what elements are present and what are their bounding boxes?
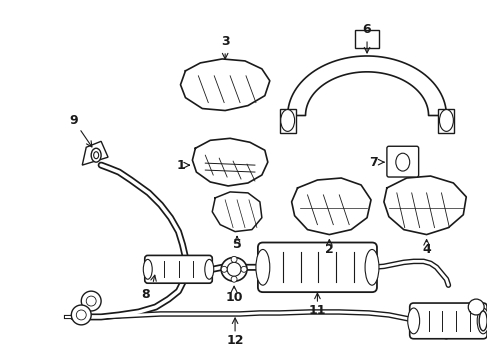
- Circle shape: [231, 256, 237, 262]
- Ellipse shape: [221, 257, 246, 281]
- Ellipse shape: [143, 260, 152, 279]
- Ellipse shape: [204, 260, 213, 279]
- Circle shape: [231, 276, 237, 282]
- Ellipse shape: [476, 308, 488, 334]
- Ellipse shape: [94, 152, 99, 159]
- Circle shape: [241, 266, 246, 272]
- Text: 4: 4: [421, 243, 430, 256]
- Text: 3: 3: [221, 35, 229, 48]
- Polygon shape: [287, 56, 446, 116]
- Polygon shape: [192, 138, 267, 186]
- Ellipse shape: [365, 249, 378, 285]
- Ellipse shape: [226, 262, 241, 276]
- Text: 9: 9: [69, 114, 78, 127]
- Bar: [354, 30, 378, 48]
- Polygon shape: [212, 192, 262, 231]
- Text: 5: 5: [232, 238, 241, 251]
- Polygon shape: [82, 141, 108, 165]
- FancyBboxPatch shape: [144, 255, 212, 283]
- Text: 2: 2: [325, 243, 333, 256]
- Polygon shape: [180, 59, 269, 111]
- Text: 1: 1: [176, 159, 184, 172]
- Text: 10: 10: [225, 291, 243, 303]
- Ellipse shape: [91, 148, 101, 162]
- FancyBboxPatch shape: [386, 146, 418, 177]
- Ellipse shape: [255, 249, 269, 285]
- FancyBboxPatch shape: [257, 243, 376, 292]
- Ellipse shape: [407, 308, 419, 334]
- Text: 6: 6: [362, 23, 370, 36]
- Ellipse shape: [395, 153, 409, 171]
- Text: 12: 12: [226, 334, 244, 347]
- Circle shape: [81, 291, 101, 311]
- Bar: [279, 109, 295, 133]
- Circle shape: [71, 305, 91, 325]
- Text: 11: 11: [308, 305, 325, 318]
- Circle shape: [86, 296, 96, 306]
- Ellipse shape: [439, 109, 452, 131]
- Circle shape: [468, 299, 483, 315]
- FancyBboxPatch shape: [409, 303, 486, 339]
- Polygon shape: [383, 176, 466, 235]
- Circle shape: [76, 310, 86, 320]
- Ellipse shape: [280, 109, 294, 131]
- Text: 8: 8: [141, 288, 150, 301]
- Text: 7: 7: [369, 156, 378, 168]
- Circle shape: [221, 266, 226, 272]
- Polygon shape: [291, 178, 370, 235]
- Ellipse shape: [478, 311, 486, 331]
- Bar: [438, 109, 453, 133]
